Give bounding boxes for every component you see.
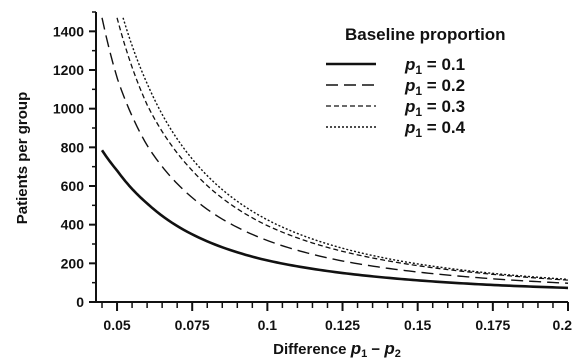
y-axis-title: Patients per group [14,92,31,225]
plot-area: Patients per group Difference p1 − p2 Ba… [14,11,573,360]
x-tick-label: 0.15 [404,317,431,333]
y-axis-title-group: Patients per group [14,92,31,225]
legend-title: Baseline proportion [345,25,506,44]
x-axis-title-sub-b: 2 [395,348,401,360]
legend-label-p1-0.3: p1 = 0.3 [404,97,465,119]
y-tick-label: 800 [61,139,85,155]
legend: Baseline proportion p1 = 0.1p1 = 0.2p1 =… [326,25,506,140]
x-tick-label: 0.1 [258,317,278,333]
y-tick-label: 1200 [53,62,84,78]
y-tick-label: 600 [61,178,85,194]
y-tick-label: 1400 [53,23,84,39]
x-axis-title-var-a: p [350,339,361,358]
x-axis-title-var-b: p [383,339,394,358]
x-axis-title: Difference p1 − p2 [273,339,401,360]
series-line-p1-0.4 [122,17,569,281]
y-tick-label: 1000 [53,101,84,117]
y-tick-label: 0 [76,294,84,310]
legend-label-p1-0.1: p1 = 0.1 [404,55,465,77]
x-axis-title-minus: − [367,341,384,358]
series-line-p1-0.1 [100,149,569,290]
x-tick-label: 0.05 [103,317,130,333]
legend-label-p1-0.4: p1 = 0.4 [404,118,466,140]
x-tick-label: 0.175 [475,317,510,333]
x-tick-label: 0.125 [325,317,360,333]
x-axis-title-sub-a: 1 [361,348,367,360]
series-line-p1-0.2 [101,17,569,284]
series-line-p1-0.3 [116,17,569,281]
x-tick-label: 0.075 [175,317,210,333]
x-axis-title-prefix: Difference [273,341,351,358]
y-tick-label: 400 [61,217,85,233]
x-tick-label: 0.2 [553,317,573,333]
y-tick-label: 200 [61,255,85,271]
legend-label-p1-0.2: p1 = 0.2 [404,76,465,98]
